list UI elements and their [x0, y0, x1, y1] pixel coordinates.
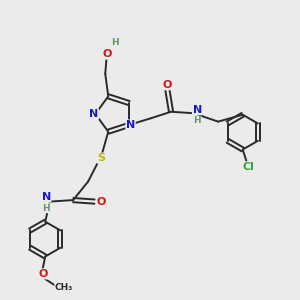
Text: N: N — [89, 109, 98, 119]
Text: O: O — [38, 269, 47, 279]
Text: CH₃: CH₃ — [55, 284, 73, 292]
Text: S: S — [97, 153, 105, 163]
Text: Cl: Cl — [242, 162, 254, 172]
Text: H: H — [193, 116, 201, 125]
Text: O: O — [96, 196, 105, 207]
Text: N: N — [41, 192, 51, 202]
Text: O: O — [163, 80, 172, 90]
Text: N: N — [193, 105, 202, 115]
Text: H: H — [42, 204, 50, 213]
Text: N: N — [126, 120, 135, 130]
Text: O: O — [102, 49, 111, 59]
Text: H: H — [111, 38, 119, 47]
